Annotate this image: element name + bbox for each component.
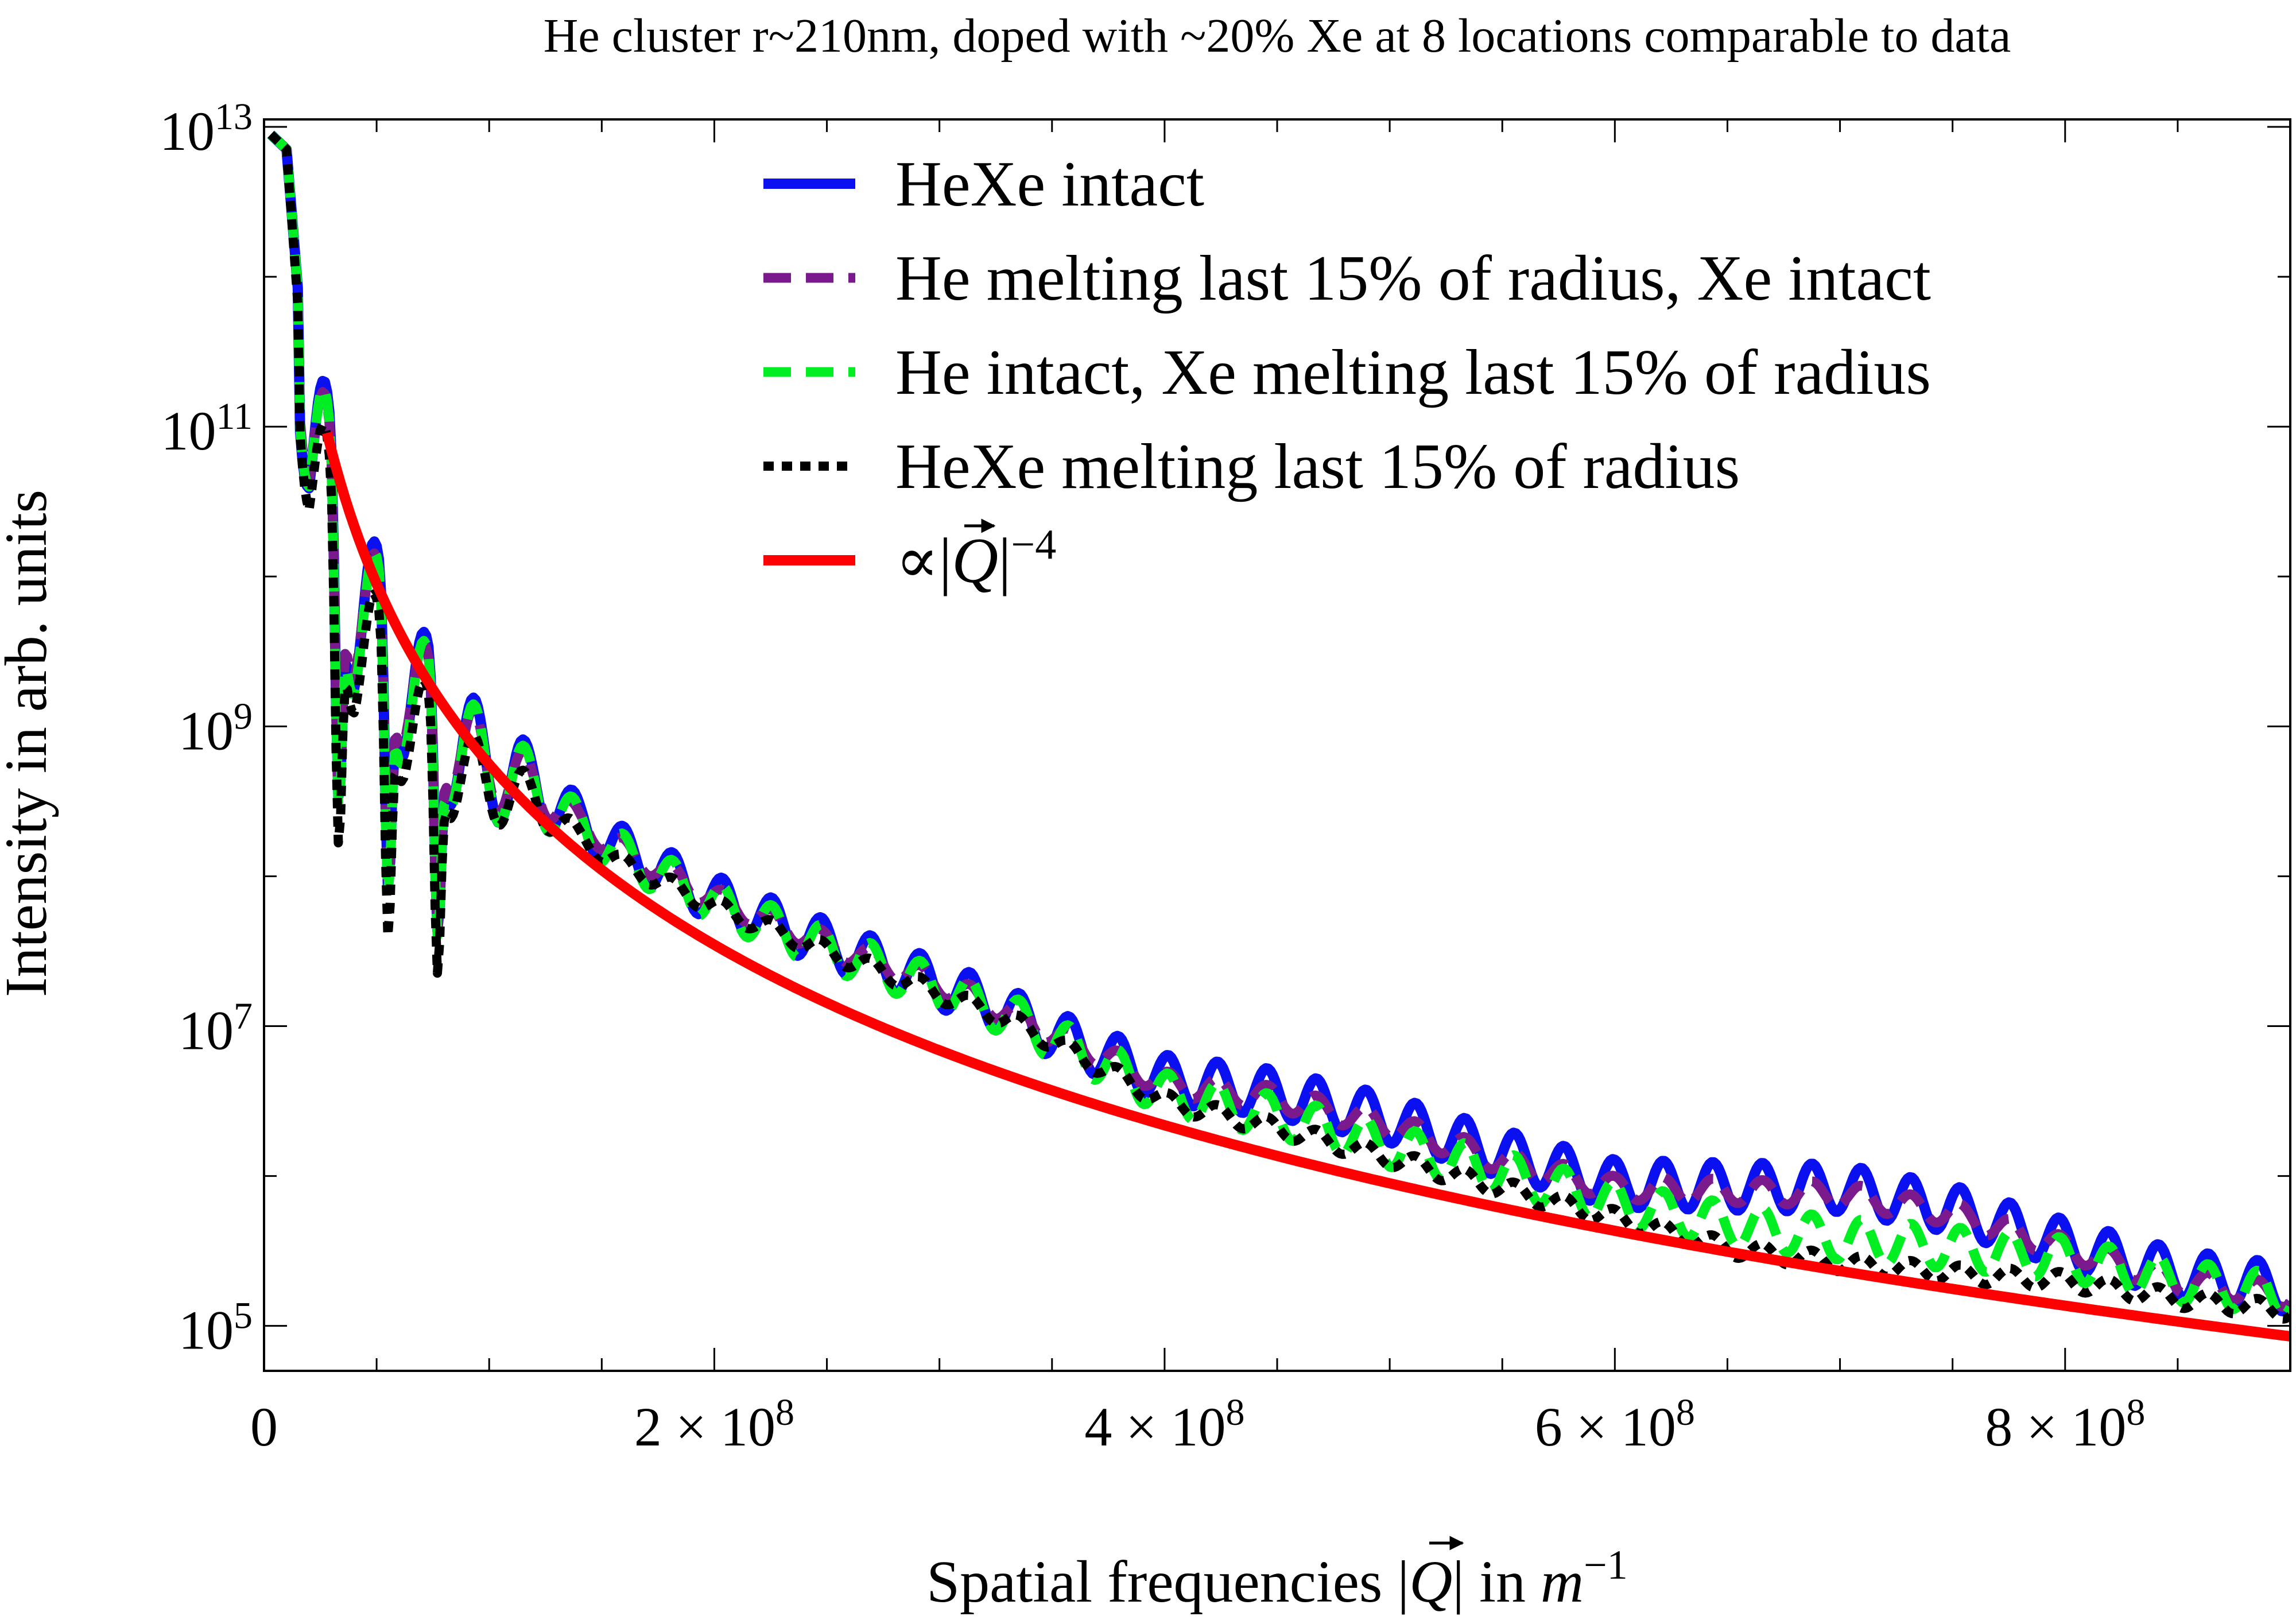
x-tick-label: 4 × 108: [1084, 1392, 1244, 1458]
y-axis-label: Intensity in arb. units: [0, 490, 59, 997]
x-axis-ticks: 0 2 × 108 4 × 108 6 × 108 8 × 108: [250, 119, 2179, 1458]
x-tick-label: 6 × 108: [1535, 1392, 1695, 1458]
y-tick-label: 107: [179, 995, 253, 1061]
series-line-4: [267, 131, 2290, 1324]
legend: HeXe intact He melting last 15% of radius…: [763, 149, 1931, 596]
x-tick-label: 8 × 108: [1985, 1392, 2145, 1458]
x-tick-label: 0: [250, 1396, 278, 1458]
series-line-5: [322, 431, 2290, 1342]
legend-label-5: ∝|Q|−4: [895, 521, 1056, 596]
x-axis-label: Spatial frequencies |Q| in m−1: [926, 1542, 1627, 1615]
chart-title: He cluster r~210nm, doped with ~20% Xe a…: [544, 9, 2011, 63]
legend-label-1: HeXe intact: [895, 149, 1204, 220]
x-tick-label: 2 × 108: [634, 1392, 794, 1458]
legend-label-2: He melting last 15% of radius, Xe intact: [895, 243, 1931, 314]
y-tick-label: 109: [179, 695, 253, 762]
legend-label-3: He intact, Xe melting last 15% of radius: [895, 337, 1931, 408]
series-layer: [267, 130, 2290, 1342]
y-tick-label: 105: [179, 1294, 253, 1361]
y-tick-label: 1013: [160, 96, 253, 162]
legend-label-4: HeXe melting last 15% of radius: [895, 431, 1740, 502]
y-axis-ticks: 105 107 109 1011 1013: [160, 96, 2290, 1361]
plot-area: [267, 130, 2290, 1342]
y-tick-label: 1011: [161, 396, 253, 462]
